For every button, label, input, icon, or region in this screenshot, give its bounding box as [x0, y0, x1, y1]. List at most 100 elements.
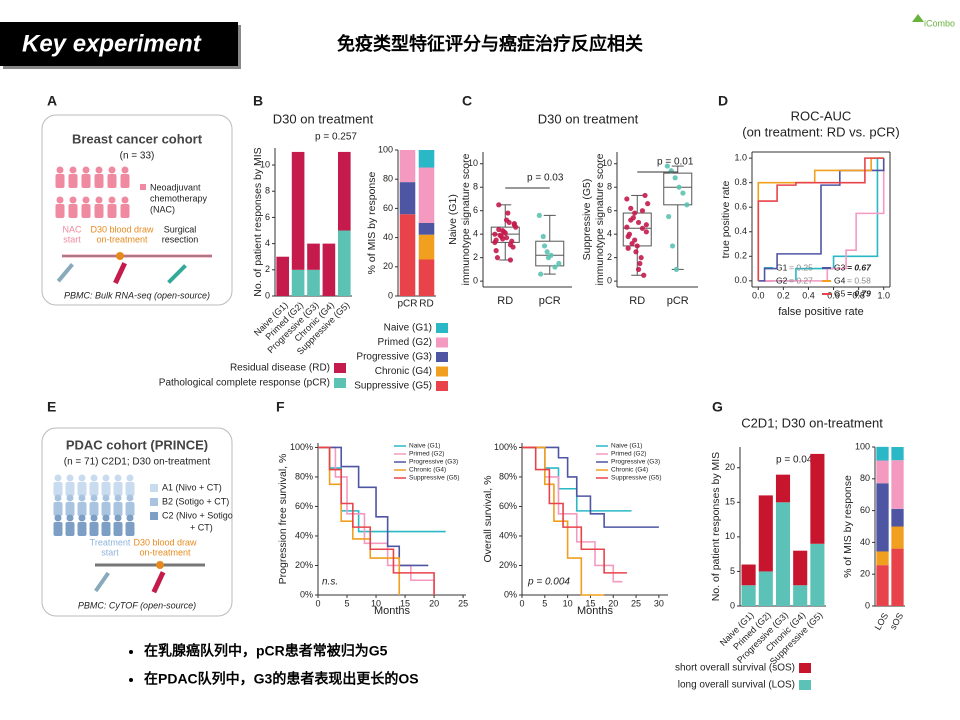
y-tick-label: 8: [265, 186, 270, 196]
arm-label: B2 (Sotigo + CT): [162, 496, 229, 506]
point: [500, 228, 506, 234]
person-icon: [125, 522, 135, 536]
person-icon: [89, 482, 99, 496]
x-tick-label: RD: [497, 295, 513, 307]
bar-segment: [876, 460, 889, 484]
legend-label: short overall survival (sOS): [675, 663, 795, 674]
timeline-label: Treatment: [90, 537, 131, 547]
cohort-title: PDAC cohort (PRINCE): [66, 437, 208, 452]
timeline-dot: [116, 252, 124, 260]
y-tick-label: 80: [860, 473, 870, 483]
legend-value: = 0.67: [847, 262, 872, 272]
point: [624, 196, 630, 202]
person-icon: [54, 494, 62, 502]
chart-title: ROC-AUC: [791, 108, 852, 123]
person-icon: [108, 196, 116, 204]
y-axis-label: Overall survival, %: [482, 476, 494, 563]
curve: [758, 158, 885, 282]
y-axis-label: No. of patient responses by MIS: [252, 147, 264, 296]
bar-segment: [793, 585, 808, 606]
point: [684, 202, 690, 208]
x-tick-label: 0.6: [827, 290, 840, 300]
y-tick-label: 20: [725, 462, 735, 472]
x-tick-label: 30: [654, 598, 664, 608]
chart-title: D30 on treatment: [273, 111, 374, 126]
bar-segment: [876, 551, 889, 566]
curve: [522, 446, 627, 574]
person-icon: [114, 494, 122, 502]
slide-title: 免疫类型特征评分与癌症治疗反应相关: [337, 33, 643, 54]
legend-swatch: [334, 363, 346, 373]
point: [510, 244, 516, 250]
person-icon: [113, 502, 123, 516]
y-tick-label: 20%: [295, 560, 313, 570]
point: [626, 231, 633, 237]
bar-segment: [399, 182, 416, 215]
bar-segment: [775, 474, 791, 503]
y-tick-label: 60%: [499, 501, 517, 511]
y-axis-label: Progression free survival, %: [277, 454, 289, 585]
curve: [522, 446, 623, 583]
person-icon: [120, 204, 130, 218]
legend-label: long overall survival (LOS): [678, 680, 795, 691]
legend-swatch: [799, 663, 811, 673]
point: [680, 190, 686, 196]
point: [498, 233, 504, 240]
y-tick-label: 100: [378, 144, 393, 154]
point: [642, 192, 648, 199]
tube-icon: [151, 571, 166, 594]
y-tick-label: 0: [607, 276, 612, 286]
point: [633, 249, 639, 255]
y-tick-label: 0.8: [734, 177, 747, 187]
legend-swatch: [436, 352, 448, 362]
person-icon: [66, 474, 74, 482]
bullet-dot: [129, 678, 133, 682]
panel-e-box: [41, 427, 233, 617]
point: [669, 243, 676, 249]
chart-title: (on treatment: RD vs. pCR): [742, 124, 900, 139]
legend-label: G3: [834, 262, 846, 272]
bar-segment: [418, 167, 435, 223]
bar-segment: [891, 447, 904, 461]
y-axis-label: % of MIS by response: [366, 171, 378, 274]
point: [643, 229, 649, 235]
bar-segment: [741, 585, 756, 606]
x-tick-label: 1.0: [877, 290, 890, 300]
y-axis-label: Naive (G1): [447, 194, 459, 245]
legend-label: Pathological complete response (pCR): [159, 378, 330, 389]
y-tick-label: 10: [725, 531, 735, 541]
timeline-label: on-treatment: [96, 234, 148, 244]
curve: [757, 157, 884, 281]
x-tick-label: 15: [400, 598, 410, 608]
y-tick-label: 40: [383, 232, 393, 242]
bar-segment: [337, 230, 351, 296]
point: [505, 210, 511, 216]
point: [540, 233, 546, 240]
legend-value: = 0.27: [789, 275, 813, 285]
y-tick-label: 40: [860, 537, 870, 547]
y-tick-label: 0: [865, 600, 870, 610]
y-tick-label: 15: [725, 497, 735, 507]
bar-segment: [322, 243, 336, 296]
timeline-label: start: [101, 547, 119, 557]
panel-letter: E: [47, 399, 56, 415]
point: [545, 255, 552, 261]
y-tick-label: 0.0: [734, 275, 747, 285]
timeline-dot: [156, 561, 164, 569]
arm-label: A1 (Nivo + CT): [162, 482, 222, 492]
legend-label: Primed (G2): [611, 451, 646, 458]
x-tick-label: 0.2: [777, 290, 790, 300]
point: [645, 201, 651, 207]
person-icon: [82, 166, 90, 174]
point: [637, 260, 643, 267]
x-tick-label: 10: [371, 598, 381, 608]
point: [544, 249, 550, 255]
box: [490, 226, 520, 243]
person-icon: [77, 522, 87, 536]
box: [663, 172, 693, 206]
point: [493, 237, 499, 243]
annotation: p = 0.04: [776, 455, 813, 466]
bar-segment: [775, 502, 791, 606]
person-icon: [102, 494, 110, 502]
box: [535, 240, 565, 267]
